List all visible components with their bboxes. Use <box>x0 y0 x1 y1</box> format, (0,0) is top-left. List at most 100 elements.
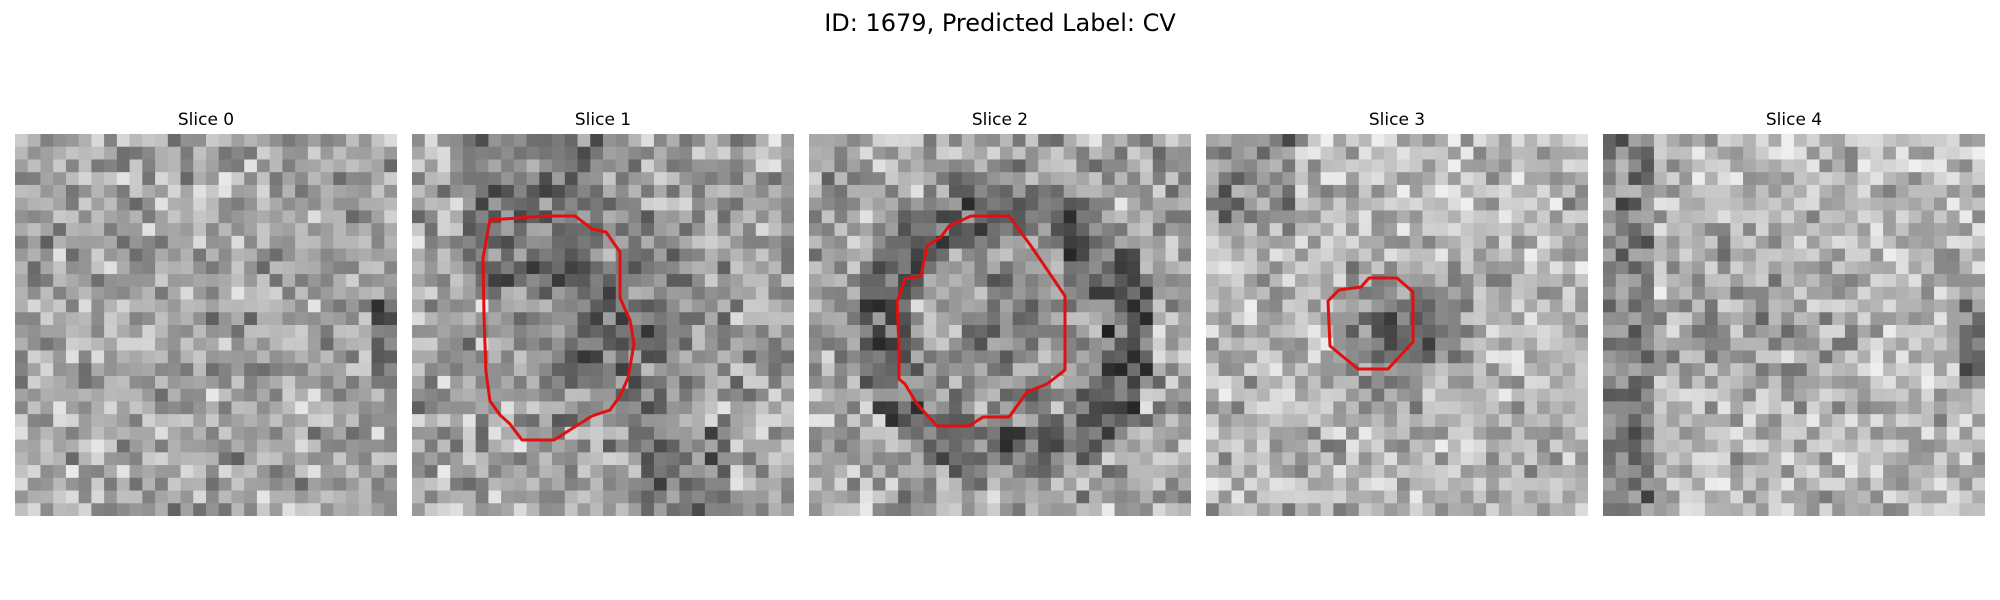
slice-pixel <box>1063 134 1077 148</box>
slice-pixel <box>53 134 67 148</box>
slice-pixel <box>692 248 706 262</box>
slice-pixel <box>333 490 347 504</box>
slice-pixel <box>743 503 757 516</box>
slice-pixel <box>437 235 451 249</box>
slice-pixel <box>1038 223 1052 237</box>
slice-pixel <box>923 261 937 275</box>
slice-pixel <box>1486 426 1500 440</box>
slice-pixel <box>193 197 207 211</box>
slice-pixel <box>1498 248 1512 262</box>
slice-pixel <box>1844 477 1859 491</box>
slice-pixel <box>206 503 220 516</box>
slice-pixel <box>256 439 271 453</box>
slice-pixel <box>1832 184 1846 199</box>
slice-pixel <box>116 350 130 364</box>
slice-pixel <box>307 388 321 402</box>
slice-pixel <box>781 286 794 300</box>
slice-pixel <box>1537 210 1551 224</box>
slice-pixel <box>450 146 464 160</box>
slice-pixel <box>1844 325 1859 339</box>
slice-pixel <box>1794 325 1808 339</box>
slice-pixel <box>1908 477 1922 491</box>
slice-pixel <box>1653 477 1668 491</box>
slice-pixel <box>717 312 731 326</box>
slice-pixel <box>1908 503 1922 516</box>
slice-pixel <box>1768 426 1782 440</box>
slice-pixel <box>834 197 848 211</box>
slice-pixel <box>1972 337 1985 351</box>
slice-pixel <box>1269 248 1283 262</box>
slice-pixel <box>552 401 566 415</box>
slice-pixel <box>1114 490 1128 504</box>
slice-pixel <box>666 401 680 415</box>
slice-pixel <box>91 223 105 237</box>
slice-pixel <box>1269 325 1283 339</box>
slice-pixel <box>1524 159 1538 173</box>
slice-pixel <box>679 248 693 262</box>
slice-pixel <box>1269 401 1283 415</box>
slice-pixel <box>1743 197 1757 211</box>
slice-pixel <box>1165 274 1179 288</box>
slice-pixel <box>1794 426 1808 440</box>
slice-pixel <box>1921 426 1935 440</box>
slice-pixel <box>129 439 143 453</box>
slice-pixel <box>295 375 309 390</box>
slice-pixel <box>1127 426 1141 440</box>
slice-pixel <box>1819 503 1833 516</box>
slice-pixel <box>1165 439 1179 453</box>
slice-pixel <box>821 223 835 237</box>
slice-image-4 <box>1603 134 1985 516</box>
slice-pixel <box>501 350 515 364</box>
slice-pixel <box>320 184 334 199</box>
slice-pixel <box>53 235 67 249</box>
slice-pixel <box>628 477 642 491</box>
slice-pixel <box>27 337 41 351</box>
slice-pixel <box>1806 159 1820 173</box>
slice-pixel <box>412 197 426 211</box>
slice-pixel <box>437 337 451 351</box>
slice-pixel <box>333 197 347 211</box>
slice-pixel <box>628 235 642 249</box>
slice-pixel <box>1730 286 1744 300</box>
slice-pixel <box>615 223 629 237</box>
slice-pixel <box>1743 452 1757 466</box>
slice-pixel <box>1422 146 1436 160</box>
slice-pixel <box>346 452 360 466</box>
slice-pixel <box>755 184 769 199</box>
slice-pixel <box>1025 312 1039 326</box>
slice-pixel <box>1244 465 1258 479</box>
slice-pixel <box>155 235 169 249</box>
slice-pixel <box>1178 312 1191 326</box>
slice-pixel <box>295 184 309 199</box>
slice-pixel <box>1140 261 1154 275</box>
slice-pixel <box>1870 490 1884 504</box>
slice-pixel <box>768 426 782 440</box>
slice-pixel <box>1615 350 1629 364</box>
slice-pixel <box>949 401 963 415</box>
slice-pixel <box>358 414 372 428</box>
slice-pixel <box>1628 388 1642 402</box>
slice-pixel <box>1908 274 1922 288</box>
slice-pixel <box>704 248 718 262</box>
slice-pixel <box>1460 248 1474 262</box>
slice-pixel <box>384 490 397 504</box>
slice-pixel <box>155 503 169 516</box>
slice-pixel <box>1178 248 1191 262</box>
slice-pixel <box>1666 197 1680 211</box>
slice-pixel <box>437 223 451 237</box>
slice-pixel <box>1781 439 1795 453</box>
slice-pixel <box>821 503 835 516</box>
slice-pixel <box>1972 286 1985 300</box>
slice-pixel <box>1562 312 1576 326</box>
slice-pixel <box>1397 197 1411 211</box>
slice-pixel <box>1832 490 1846 504</box>
slice-pixel <box>437 197 451 211</box>
slice-pixel <box>1473 261 1487 275</box>
slice-pixel <box>1832 235 1846 249</box>
slice-pixel <box>1307 134 1321 148</box>
slice-pixel <box>539 184 553 199</box>
slice-pixel <box>1473 286 1487 300</box>
slice-pixel <box>1524 248 1538 262</box>
slice-pixel <box>295 465 309 479</box>
slice-pixel <box>1435 375 1449 390</box>
